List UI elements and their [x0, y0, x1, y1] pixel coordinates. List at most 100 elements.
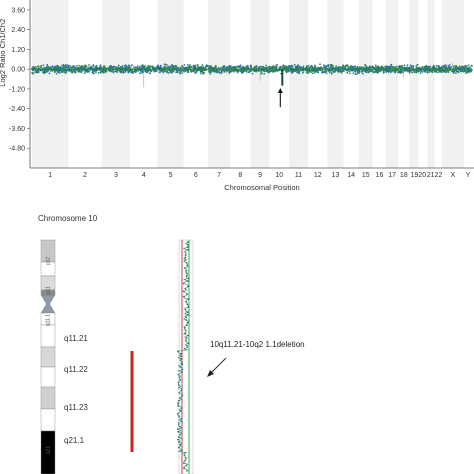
- probe-point: [388, 69, 391, 71]
- probe-point: [186, 293, 189, 295]
- probe-point: [205, 64, 208, 67]
- probe-point: [312, 70, 315, 72]
- probe-point: [208, 66, 211, 69]
- probe-point: [85, 70, 87, 73]
- probe-point: [182, 282, 185, 285]
- probe-point: [378, 70, 381, 73]
- probe-point: [75, 67, 77, 70]
- probe-point: [251, 72, 254, 75]
- probe-point: [451, 70, 454, 72]
- probe-point: [283, 66, 285, 69]
- probe-point: [186, 469, 188, 472]
- ideogram-band: [40, 346, 56, 368]
- probe-point: [182, 290, 185, 293]
- probe-point: [432, 64, 435, 67]
- probe-point: [269, 67, 272, 69]
- probe-point: [400, 69, 403, 71]
- probe-point: [57, 69, 60, 72]
- probe-point: [67, 69, 70, 72]
- probe-point: [231, 70, 233, 72]
- probe-point: [346, 71, 349, 74]
- probe-point: [92, 64, 95, 67]
- probe-point: [129, 69, 132, 72]
- band-label: q11.21: [64, 334, 88, 343]
- probe-point: [175, 66, 178, 69]
- probe-point: [74, 71, 77, 74]
- probe-point: [177, 402, 179, 405]
- probe-point: [427, 66, 430, 68]
- probe-point: [276, 63, 278, 66]
- probe-point: [92, 70, 94, 73]
- probe-point: [57, 66, 59, 68]
- probe-point: [242, 66, 244, 69]
- genome-plot: 3.60 2.40 1.20 0.00 -1.20 -2.40 -3.60 -4.80 Log2…: [0, 0, 474, 192]
- probe-point: [309, 70, 311, 73]
- probe-point: [103, 65, 106, 68]
- probe-point: [395, 69, 398, 72]
- probe-point: [187, 298, 189, 301]
- probe-point: [279, 65, 282, 68]
- probe-point: [132, 72, 135, 74]
- probe-point: [101, 70, 104, 73]
- probe-point: [359, 66, 362, 69]
- probe-point: [181, 371, 184, 373]
- probe-point: [183, 295, 185, 298]
- x-tick-label: 17: [388, 172, 396, 179]
- probe-point: [351, 69, 354, 72]
- probe-point: [67, 67, 70, 69]
- x-tick-label: 11: [295, 172, 302, 179]
- probe-point: [310, 65, 313, 68]
- probe-point: [293, 63, 296, 66]
- probe-point: [385, 69, 388, 72]
- probe-point: [121, 69, 124, 71]
- probe-point: [262, 69, 265, 72]
- probe-point: [177, 71, 179, 73]
- probe-point: [238, 65, 241, 67]
- probe-point: [55, 69, 58, 72]
- probe-point: [408, 70, 411, 72]
- probe-point: [189, 64, 191, 66]
- probe-point: [428, 71, 430, 73]
- probe-point: [181, 368, 184, 371]
- probe-point: [467, 67, 469, 69]
- probe-point: [66, 64, 69, 66]
- probe-point: [184, 259, 187, 262]
- probe-point: [323, 64, 325, 67]
- probe-point: [120, 66, 122, 68]
- probe-point: [110, 64, 112, 67]
- chromosome-title: Chromosome 10: [38, 214, 98, 223]
- probe-point: [181, 394, 184, 397]
- probe-point: [51, 65, 54, 68]
- probe-point: [319, 63, 321, 66]
- probe-point: [177, 438, 179, 441]
- probe-point: [193, 65, 196, 68]
- probe-point: [453, 65, 455, 67]
- probe-point: [183, 267, 186, 269]
- probe-point: [467, 64, 470, 67]
- probe-point: [412, 69, 415, 72]
- probe-point: [112, 66, 114, 69]
- probe-point: [70, 66, 73, 69]
- probe-point: [181, 449, 184, 451]
- probe-point: [257, 69, 260, 72]
- probe-point: [184, 456, 187, 459]
- probe-point: [130, 71, 133, 74]
- probe-point: [178, 441, 180, 444]
- probe-point: [419, 72, 422, 75]
- probe-point: [330, 72, 333, 75]
- probe-point: [282, 64, 285, 67]
- x-tick-label: 10: [275, 172, 283, 179]
- probe-point: [124, 70, 127, 73]
- probe-point: [178, 391, 181, 394]
- probe-point: [364, 64, 367, 67]
- probe-point: [201, 70, 204, 72]
- probe-point: [75, 65, 78, 67]
- probe-point: [255, 70, 258, 73]
- probe-point: [244, 67, 247, 70]
- probe-point: [55, 72, 58, 75]
- probe-point: [186, 321, 189, 324]
- probe-point: [387, 71, 390, 73]
- probe-point: [455, 64, 457, 67]
- probe-point: [440, 71, 443, 74]
- probe-point: [179, 71, 181, 74]
